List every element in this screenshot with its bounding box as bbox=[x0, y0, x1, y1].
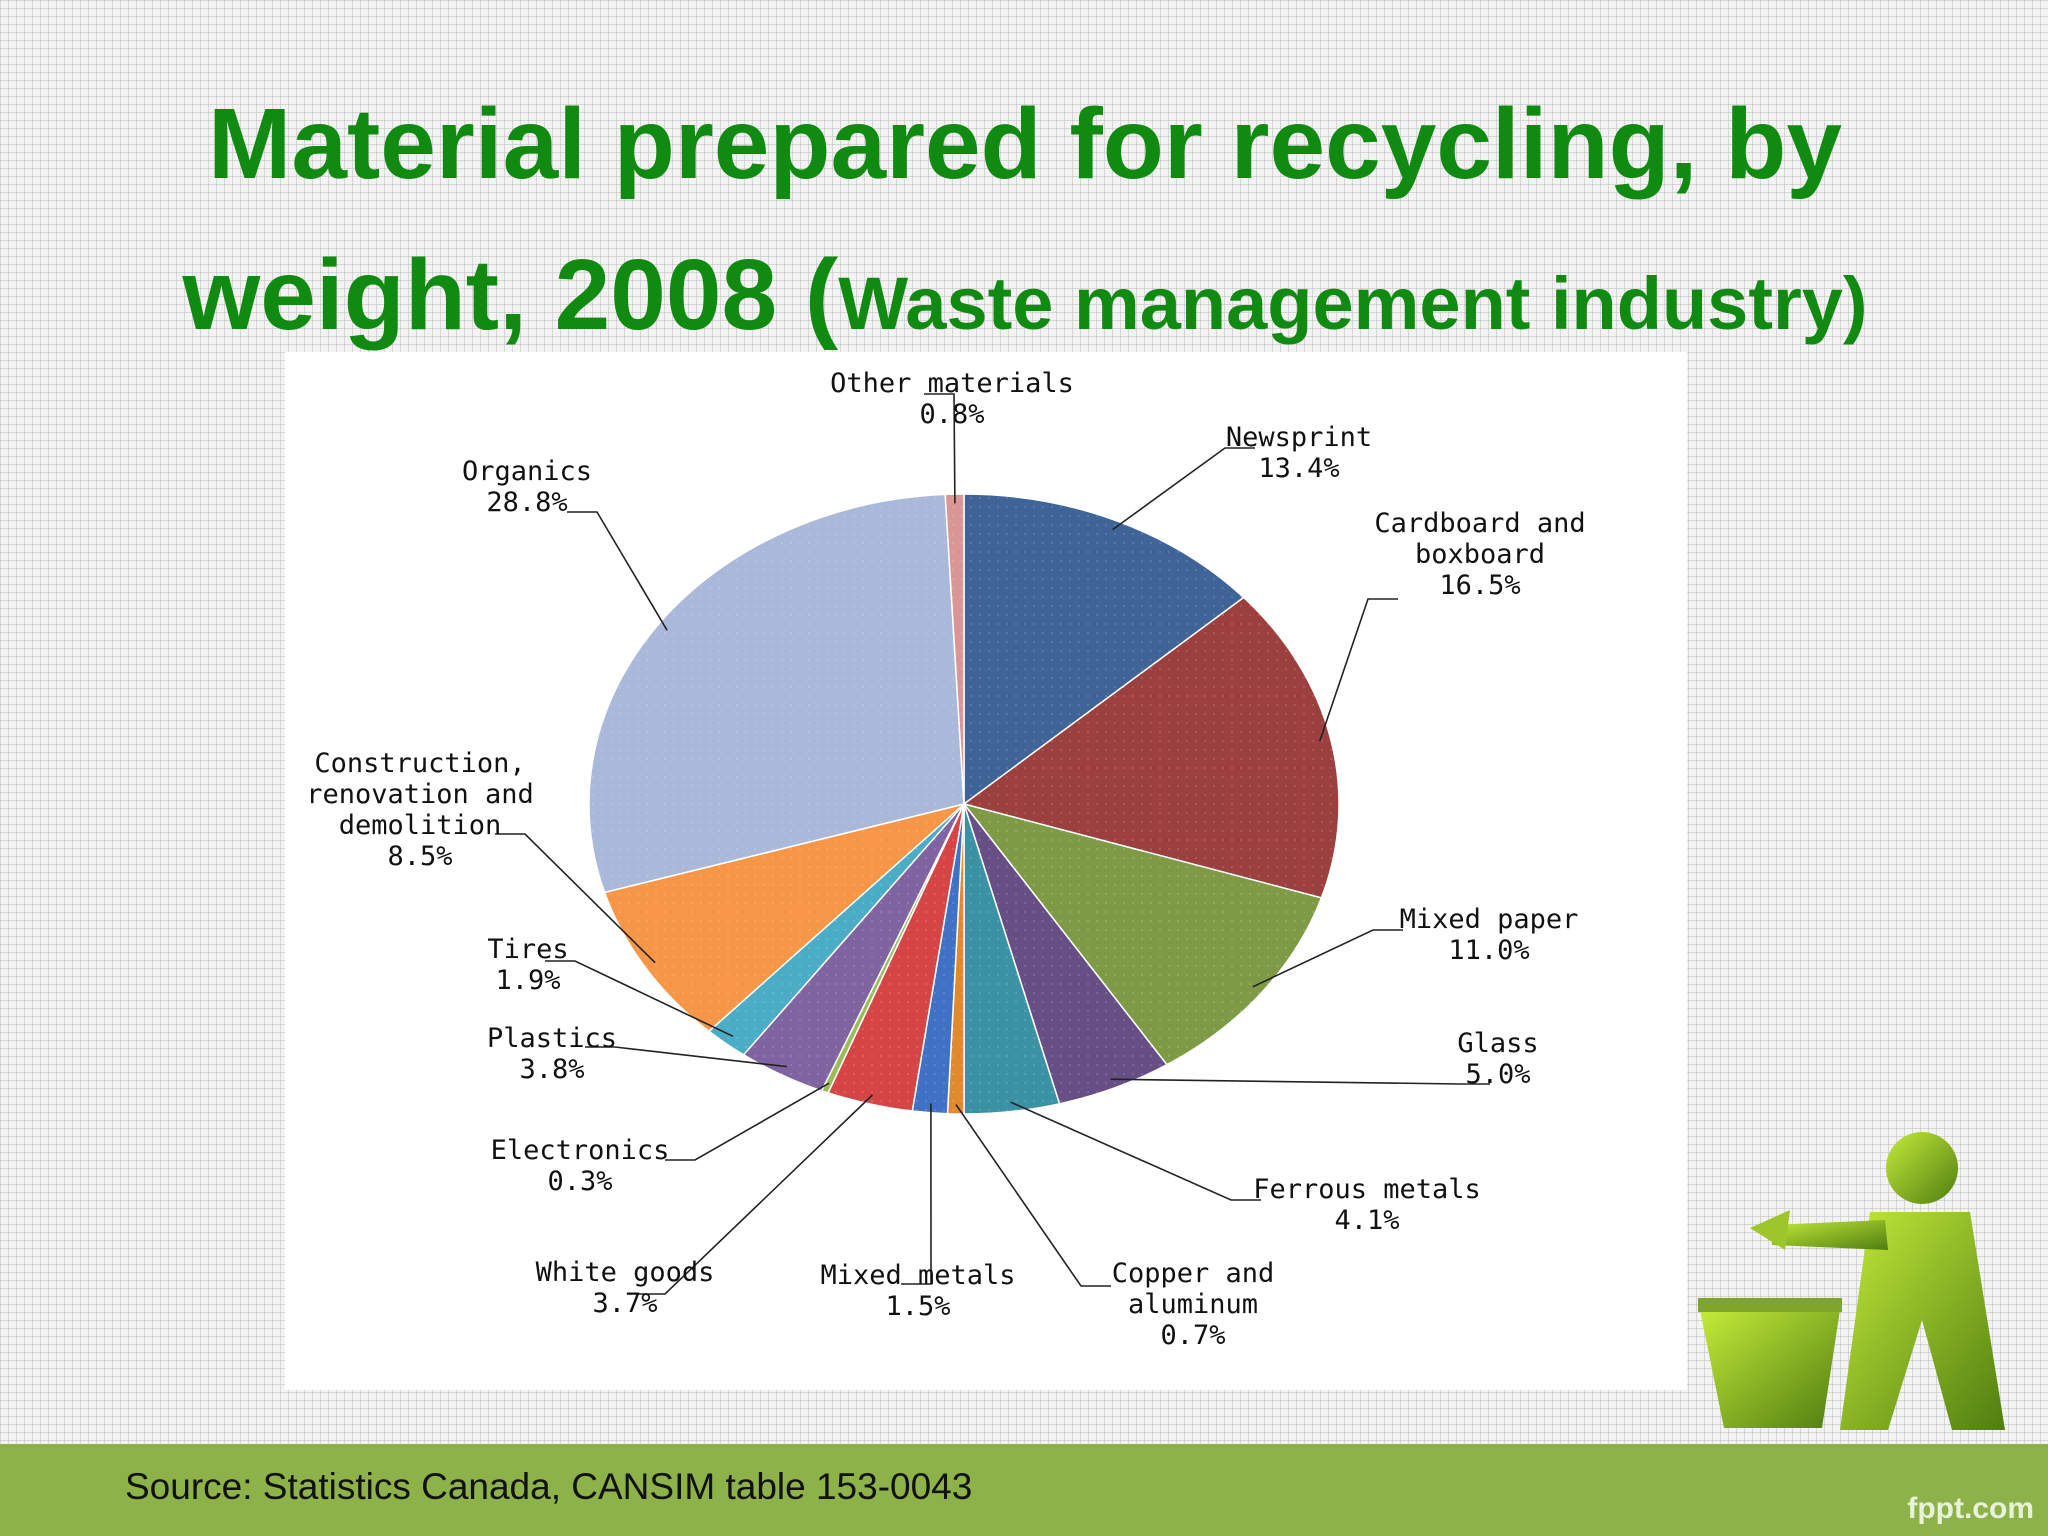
slice-label-line: demolition bbox=[339, 810, 502, 841]
pie-chart-panel: Newsprint 13.4% Cardboard and boxboard 16.5%… bbox=[285, 352, 1687, 1390]
slice-label-white-goods: White goods 3.7% bbox=[536, 1257, 715, 1319]
slice-label-newsprint: Newsprint 13.4% bbox=[1226, 422, 1372, 484]
slice-label-tires: Tires 1.9% bbox=[487, 934, 568, 996]
leader-line-organics bbox=[567, 511, 668, 631]
leader-line-copper-and-aluminum bbox=[955, 1104, 1111, 1287]
slice-label-line: 0.8% bbox=[919, 399, 984, 430]
slide-title-sub: Waste management industry) bbox=[838, 262, 1868, 345]
slice-label-line: 3.7% bbox=[592, 1288, 657, 1319]
pie-labels: Newsprint 13.4%Cardboard and boxboard 16.5%… bbox=[306, 368, 1585, 1351]
slice-label-line: Organics bbox=[462, 456, 592, 487]
slice-label-line: 8.5% bbox=[387, 841, 452, 872]
leader-line-glass bbox=[1110, 1078, 1490, 1085]
pie-slice-texture-other-materials bbox=[945, 494, 964, 804]
slide-title-main: Material prepared for recycling, by weig… bbox=[182, 88, 1842, 351]
pie-slice-texture-construction-renovation-and-demolition bbox=[604, 804, 964, 1032]
leader-line-electronics bbox=[665, 1082, 830, 1161]
slice-label-line: Plastics bbox=[487, 1023, 617, 1054]
leader-line-ferrous-metals bbox=[1010, 1101, 1261, 1201]
slice-label-line: 13.4% bbox=[1258, 453, 1339, 484]
leader-line-white-goods bbox=[635, 1094, 873, 1295]
slice-label-other-materials: Other materials 0.8% bbox=[830, 368, 1074, 430]
slice-label-line: 5.0% bbox=[1465, 1059, 1530, 1090]
slice-label-line: aluminum bbox=[1128, 1289, 1258, 1320]
brand-watermark: fppt.com bbox=[1907, 1492, 2034, 1525]
slice-label-construction-renovation-and-demolition: Construction, renovation and demolition 8.5… bbox=[306, 748, 534, 872]
pie-slice-texture-plastics bbox=[743, 804, 964, 1091]
slice-label-copper-and-aluminum: Copper and aluminum 0.7% bbox=[1112, 1258, 1275, 1351]
pie-chart: Newsprint 13.4%Cardboard and boxboard 16.5%… bbox=[306, 368, 1585, 1351]
slice-label-line: Tires bbox=[487, 934, 568, 965]
slice-label-plastics: Plastics 3.8% bbox=[487, 1023, 617, 1085]
slice-label-line: 28.8% bbox=[486, 487, 567, 518]
recycle-person-icon bbox=[1698, 1132, 2005, 1430]
slice-label-line: Ferrous metals bbox=[1253, 1174, 1481, 1205]
slice-label-line: renovation and bbox=[306, 779, 534, 810]
leader-line-mixed-paper bbox=[1252, 929, 1403, 988]
source-note: Source: Statistics Canada, CANSIM table … bbox=[125, 1466, 973, 1507]
leader-line-construction-renovation-and-demolition bbox=[495, 833, 656, 964]
pie-slice-texture-newsprint bbox=[964, 494, 1244, 804]
pie-slice-texture-ferrous-metals bbox=[964, 804, 1060, 1114]
slice-label-line: 1.9% bbox=[495, 965, 560, 996]
slice-label-mixed-metals: Mixed metals 1.5% bbox=[820, 1260, 1015, 1322]
pie-slices bbox=[588, 493, 1340, 1115]
slice-label-line: Newsprint bbox=[1226, 422, 1372, 453]
slice-label-line: White goods bbox=[536, 1257, 715, 1288]
slice-label-line: Mixed paper bbox=[1400, 904, 1579, 935]
leader-line-plastics bbox=[585, 1046, 787, 1068]
slice-label-ferrous-metals: Ferrous metals 4.1% bbox=[1253, 1174, 1481, 1236]
pie-slice-texture-white-goods bbox=[828, 804, 964, 1111]
leader-line-mixed-metals bbox=[901, 1103, 932, 1285]
slice-label-line: Construction, bbox=[314, 748, 525, 779]
slice-label-organics: Organics 28.8% bbox=[462, 456, 592, 518]
leader-line-cardboard-and-boxboard bbox=[1318, 598, 1398, 742]
leader-line-tires bbox=[545, 960, 734, 1038]
pie-slice-texture-mixed-paper bbox=[964, 804, 1322, 1065]
slice-label-cardboard-and-boxboard: Cardboard and boxboard 16.5% bbox=[1374, 508, 1585, 601]
slice-label-line: boxboard bbox=[1415, 539, 1545, 570]
leader-line-other-materials bbox=[924, 393, 956, 504]
slice-label-line: Copper and bbox=[1112, 1258, 1275, 1289]
slice-label-line: Electronics bbox=[491, 1135, 670, 1166]
slice-label-electronics: Electronics 0.3% bbox=[491, 1135, 670, 1197]
slice-label-line: Mixed metals bbox=[820, 1260, 1015, 1291]
pie-slice-texture-glass bbox=[964, 804, 1167, 1104]
pie-slice-texture-cardboard-and-boxboard bbox=[964, 597, 1340, 898]
slice-label-line: 4.1% bbox=[1334, 1205, 1399, 1236]
pie-slice-texture-organics bbox=[589, 494, 964, 893]
footer-bar bbox=[0, 1444, 2048, 1536]
slice-label-line: 1.5% bbox=[885, 1291, 950, 1322]
pie-slice-texture-tires bbox=[709, 804, 964, 1055]
slice-label-glass: Glass 5.0% bbox=[1457, 1028, 1538, 1090]
slice-label-line: Cardboard and bbox=[1374, 508, 1585, 539]
slice-label-line: 11.0% bbox=[1448, 935, 1529, 966]
slice-label-line: 0.7% bbox=[1160, 1320, 1225, 1351]
slide-title: Material prepared for recycling, by weig… bbox=[100, 80, 1950, 382]
leader-line-newsprint bbox=[1112, 447, 1255, 531]
slice-label-line: 0.3% bbox=[547, 1166, 612, 1197]
slice-label-mixed-paper: Mixed paper 11.0% bbox=[1400, 904, 1579, 966]
slice-label-line: Glass bbox=[1457, 1028, 1538, 1059]
pie-leader-lines bbox=[495, 393, 1490, 1295]
slice-label-line: 3.8% bbox=[519, 1054, 584, 1085]
slice-label-line: Other materials bbox=[830, 368, 1074, 399]
slice-label-line: 16.5% bbox=[1439, 570, 1520, 601]
